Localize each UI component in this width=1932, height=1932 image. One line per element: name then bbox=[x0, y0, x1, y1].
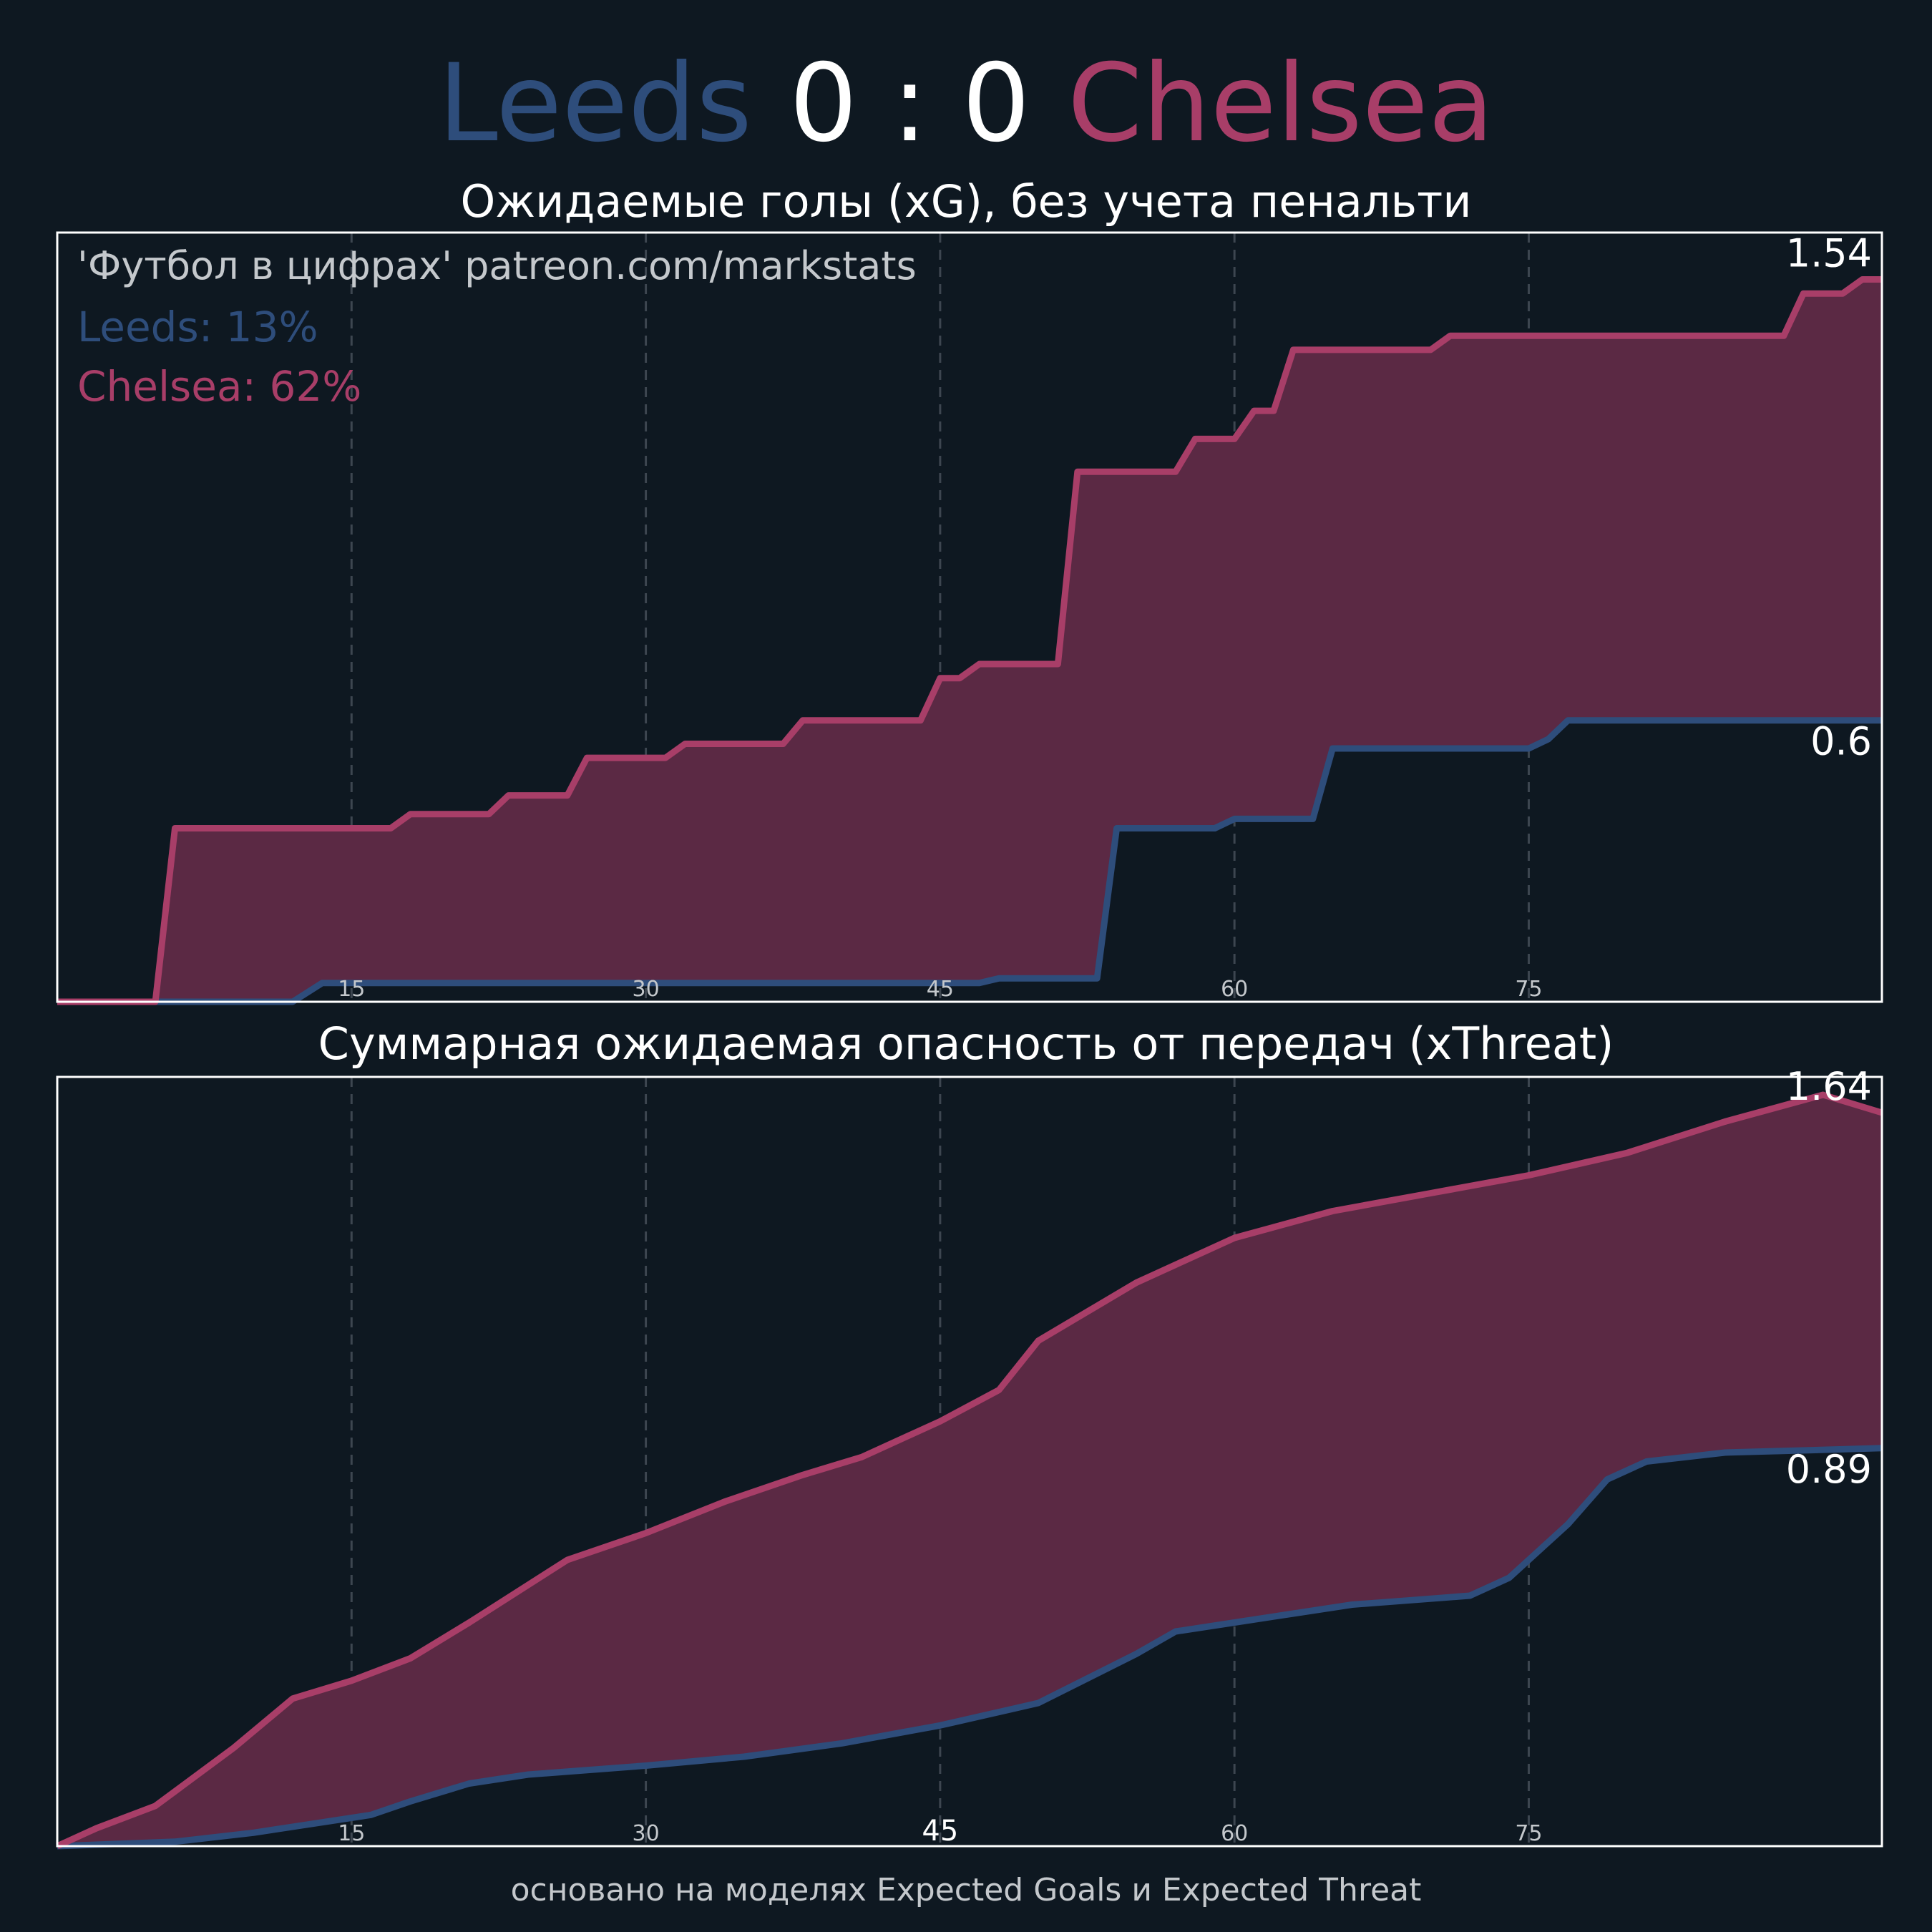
series-line-leeds bbox=[57, 717, 1882, 1005]
end-label-chelsea: 1.54 bbox=[1786, 231, 1872, 276]
area-between-series bbox=[57, 279, 1882, 1002]
footer-note: основано на моделях Expected Goals и Exp… bbox=[510, 1872, 1422, 1908]
series-line-chelsea bbox=[56, 1091, 1883, 1850]
xt-chart-title: Суммарная ожидаемая опасность от передач… bbox=[318, 1018, 1614, 1070]
x-tick-label: 15 bbox=[338, 1821, 365, 1846]
watermark-text: 'Футбол в цифрах' patreon.com/markstats bbox=[77, 243, 917, 288]
home-team-name: Leeds bbox=[438, 42, 752, 166]
x-tick-label: 30 bbox=[632, 1821, 659, 1846]
xthreat-chart: 15 30 45 60 75 1.64 0.89 bbox=[56, 1064, 1883, 1850]
end-label-leeds: 0.89 bbox=[1786, 1447, 1872, 1492]
x-tick-label: 60 bbox=[1221, 1821, 1248, 1846]
match-header: Leeds 0 : 0 Chelsea bbox=[0, 36, 1932, 172]
match-score: 0 : 0 bbox=[789, 42, 1030, 166]
xg-chart: 15 30 45 60 75 1.54 0.6 'Футбол в цифрах' patre… bbox=[56, 231, 1883, 1005]
x-tick-label: 30 bbox=[632, 977, 659, 1002]
x-tick-label: 45 bbox=[927, 977, 954, 1002]
x-tick-label: 75 bbox=[1515, 1821, 1542, 1846]
plot-frame bbox=[56, 231, 1883, 1003]
end-label-leeds: 0.6 bbox=[1810, 719, 1872, 764]
legend-chelsea: Chelsea: 62% bbox=[77, 362, 361, 411]
plot-frame bbox=[56, 1075, 1883, 1848]
series-line-chelsea bbox=[57, 276, 1882, 1005]
end-label-chelsea: 1.64 bbox=[1786, 1064, 1872, 1109]
x-tick-label: 75 bbox=[1515, 977, 1542, 1002]
x-tick-label: 60 bbox=[1221, 977, 1248, 1002]
x-tick-label: 15 bbox=[338, 977, 365, 1002]
area-between-series bbox=[57, 1095, 1882, 1846]
xg-chart-title: Ожидаемые голы (xG), без учета пенальти bbox=[460, 175, 1472, 228]
x-tick-label: 45 bbox=[922, 1815, 958, 1848]
away-team-name: Chelsea bbox=[1067, 42, 1494, 166]
legend-leeds: Leeds: 13% bbox=[77, 303, 318, 351]
series-line-leeds bbox=[57, 1445, 1883, 1850]
